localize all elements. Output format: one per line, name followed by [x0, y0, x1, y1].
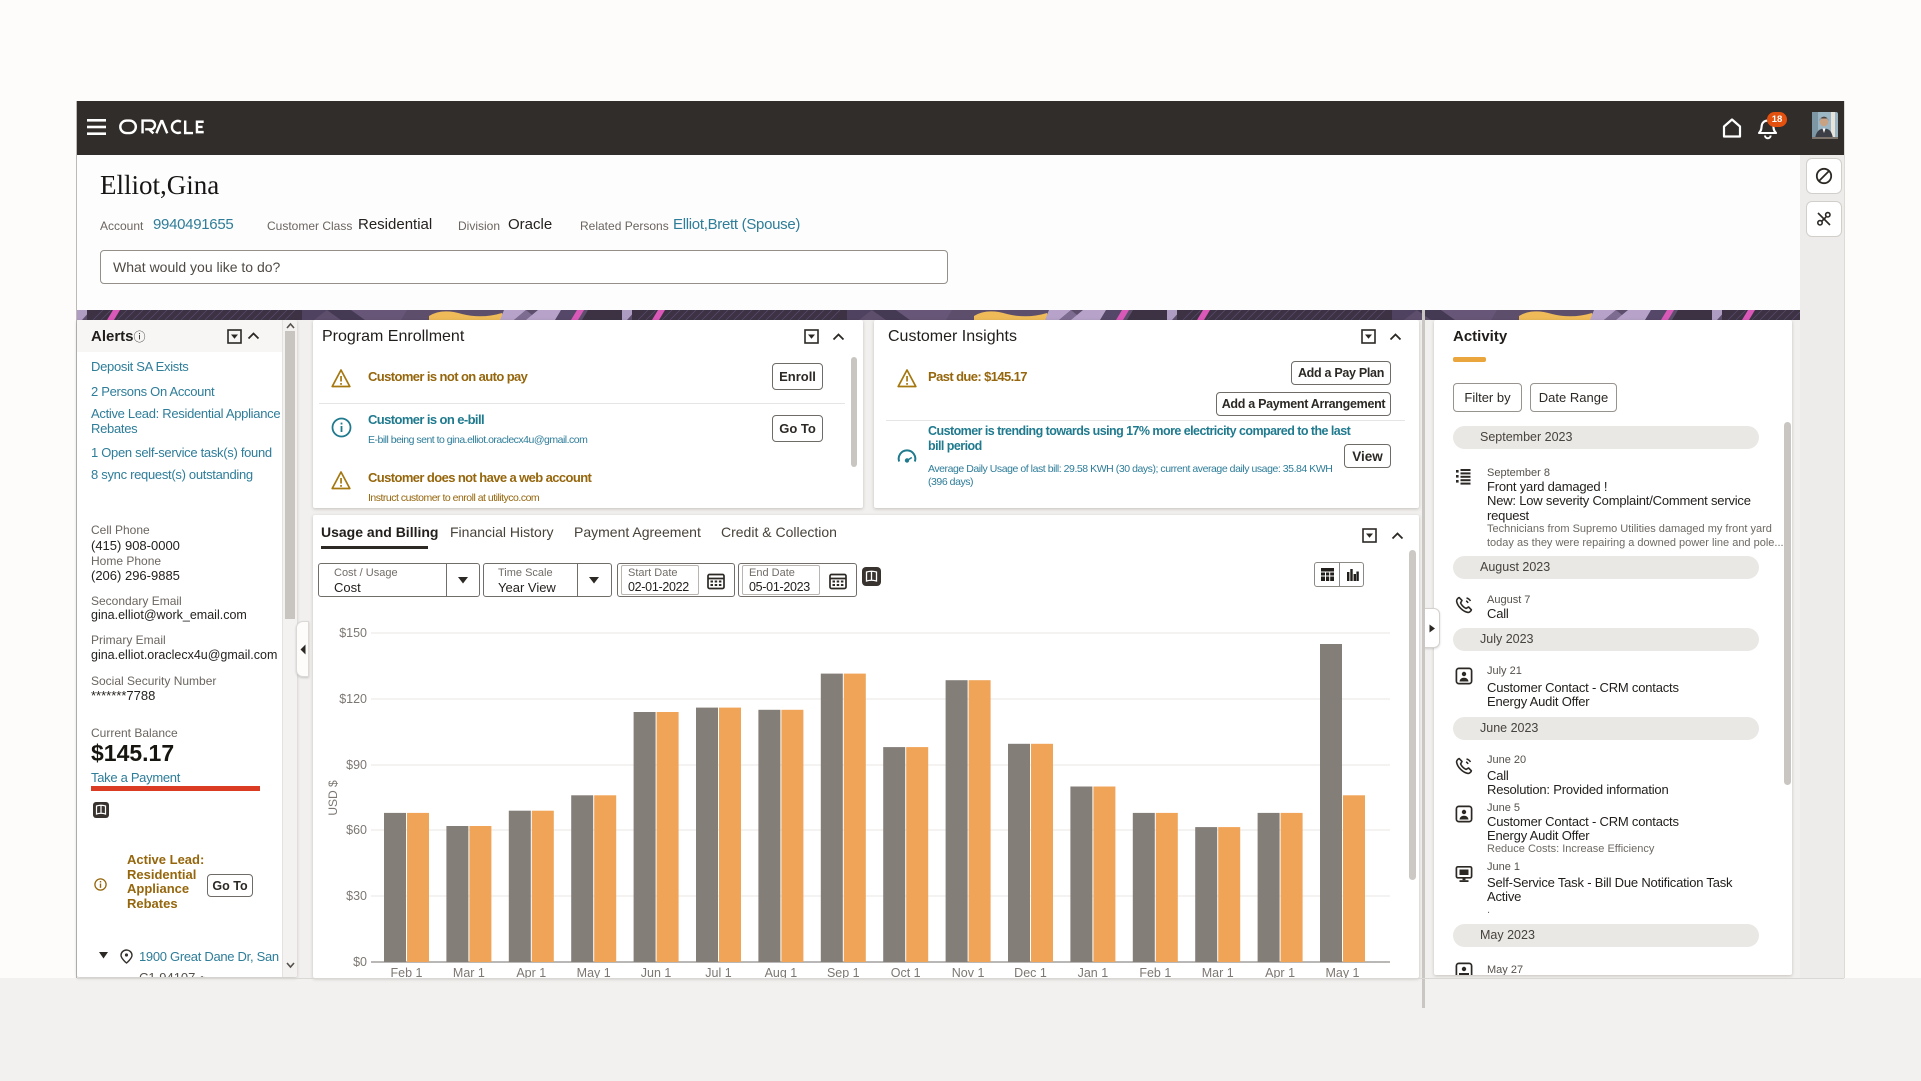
svg-text:Jan 1: Jan 1 [1078, 966, 1109, 978]
svg-text:$30: $30 [346, 889, 367, 903]
svg-text:Dec 1: Dec 1 [1014, 966, 1047, 978]
svg-text:Nov 1: Nov 1 [952, 966, 985, 978]
svg-text:$90: $90 [346, 758, 367, 772]
svg-text:Aug 1: Aug 1 [765, 966, 798, 978]
svg-text:$60: $60 [346, 823, 367, 837]
svg-text:Apr 1: Apr 1 [1265, 966, 1295, 978]
svg-text:$0: $0 [353, 955, 367, 969]
svg-text:Mar 1: Mar 1 [1202, 966, 1234, 978]
svg-text:May 1: May 1 [1325, 966, 1359, 978]
svg-text:$150: $150 [339, 626, 367, 640]
svg-text:Oct 1: Oct 1 [891, 966, 921, 978]
svg-text:May 1: May 1 [577, 966, 611, 978]
svg-text:Feb 1: Feb 1 [391, 966, 423, 978]
svg-text:Apr 1: Apr 1 [516, 966, 546, 978]
svg-text:Feb 1: Feb 1 [1139, 966, 1171, 978]
svg-text:Mar 1: Mar 1 [453, 966, 485, 978]
svg-text:Jul 1: Jul 1 [705, 966, 731, 978]
svg-text:Sep 1: Sep 1 [827, 966, 860, 978]
svg-text:Jun 1: Jun 1 [641, 966, 672, 978]
svg-text:USD $: USD $ [326, 780, 340, 816]
svg-text:$120: $120 [339, 692, 367, 706]
